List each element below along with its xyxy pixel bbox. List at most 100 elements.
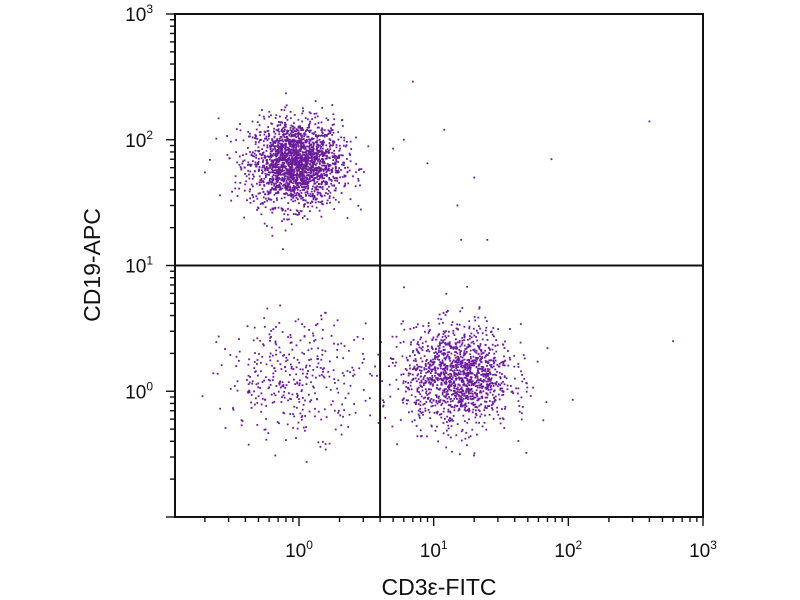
scatter-point bbox=[302, 141, 305, 144]
scatter-point bbox=[329, 360, 331, 363]
scatter-point bbox=[438, 395, 440, 398]
scatter-point bbox=[434, 369, 436, 371]
scatter-point bbox=[493, 362, 495, 365]
scatter-point bbox=[301, 151, 304, 153]
scatter-point bbox=[481, 370, 484, 373]
scatter-point bbox=[482, 390, 485, 393]
scatter-point bbox=[241, 162, 244, 165]
scatter-point bbox=[254, 161, 257, 164]
scatter-point bbox=[316, 162, 318, 165]
scatter-point bbox=[317, 362, 320, 365]
scatter-point bbox=[299, 159, 302, 162]
scatter-point bbox=[296, 191, 299, 194]
scatter-point bbox=[469, 366, 472, 369]
scatter-point bbox=[289, 334, 292, 336]
scatter-point bbox=[460, 395, 462, 398]
scatter-point bbox=[545, 401, 548, 403]
scatter-point bbox=[491, 333, 494, 336]
scatter-point bbox=[504, 406, 507, 408]
scatter-point bbox=[275, 180, 278, 183]
scatter-point bbox=[338, 182, 341, 184]
scatter-point bbox=[435, 394, 438, 397]
scatter-point bbox=[302, 147, 305, 150]
scatter-point bbox=[290, 129, 293, 132]
scatter-point bbox=[440, 318, 442, 321]
scatter-point bbox=[286, 218, 288, 221]
scatter-point bbox=[272, 142, 275, 144]
scatter-point bbox=[298, 382, 301, 385]
scatter-point bbox=[350, 148, 353, 150]
scatter-point bbox=[307, 182, 310, 185]
scatter-point bbox=[463, 352, 465, 354]
scatter-point bbox=[418, 346, 421, 349]
scatter-point bbox=[273, 130, 275, 133]
scatter-point bbox=[454, 372, 457, 375]
scatter-point bbox=[323, 168, 325, 171]
scatter-point bbox=[289, 163, 292, 165]
scatter-point bbox=[307, 145, 310, 148]
scatter-point bbox=[310, 167, 313, 170]
scatter-point bbox=[477, 346, 480, 349]
scatter-point bbox=[469, 345, 472, 348]
scatter-point bbox=[313, 196, 316, 199]
scatter-point bbox=[294, 130, 296, 132]
scatter-point bbox=[502, 364, 504, 366]
scatter-point bbox=[280, 197, 283, 200]
scatter-point bbox=[234, 187, 237, 190]
scatter-point bbox=[307, 178, 309, 181]
scatter-point bbox=[430, 370, 433, 373]
scatter-point bbox=[483, 356, 486, 359]
scatter-point bbox=[484, 368, 487, 370]
scatter-point bbox=[304, 199, 307, 202]
scatter-point bbox=[469, 357, 472, 360]
scatter-point bbox=[505, 377, 508, 380]
scatter-point bbox=[305, 364, 308, 367]
scatter-point bbox=[502, 390, 505, 393]
scatter-point bbox=[441, 393, 444, 396]
scatter-point bbox=[330, 171, 333, 174]
scatter-point bbox=[250, 183, 253, 186]
scatter-point bbox=[278, 145, 280, 148]
scatter-point bbox=[265, 137, 268, 140]
scatter-point bbox=[299, 339, 302, 342]
scatter-point bbox=[271, 161, 274, 164]
scatter-point bbox=[332, 144, 335, 146]
scatter-point bbox=[424, 381, 427, 384]
scatter-point bbox=[283, 174, 286, 176]
scatter-point bbox=[469, 356, 472, 358]
scatter-point bbox=[471, 383, 474, 386]
scatter-point bbox=[468, 381, 471, 384]
scatter-point bbox=[454, 383, 457, 386]
scatter-point bbox=[269, 379, 271, 382]
scatter-point bbox=[282, 140, 285, 143]
scatter-point bbox=[265, 166, 268, 168]
scatter-point bbox=[377, 353, 380, 356]
scatter-point bbox=[467, 338, 469, 341]
scatter-point bbox=[236, 161, 238, 164]
scatter-point bbox=[307, 169, 309, 171]
scatter-point bbox=[347, 426, 350, 428]
scatter-point bbox=[308, 180, 311, 183]
scatter-point bbox=[299, 148, 302, 151]
scatter-point bbox=[320, 318, 323, 321]
scatter-point bbox=[480, 365, 483, 368]
scatter-point bbox=[427, 348, 429, 351]
scatter-point bbox=[321, 141, 324, 144]
scatter-point bbox=[306, 149, 309, 152]
scatter-point bbox=[278, 142, 281, 145]
scatter-point bbox=[476, 339, 479, 342]
scatter-point bbox=[298, 165, 301, 167]
scatter-point bbox=[215, 137, 218, 140]
x-tick-label: 103 bbox=[689, 538, 717, 562]
scatter-point bbox=[273, 145, 276, 148]
scatter-point bbox=[491, 408, 494, 411]
scatter-point bbox=[299, 140, 302, 143]
scatter-point bbox=[546, 347, 549, 350]
scatter-point bbox=[272, 148, 274, 151]
scatter-point bbox=[321, 127, 323, 130]
scatter-point bbox=[279, 186, 282, 188]
scatter-point bbox=[480, 357, 483, 359]
scatter-point bbox=[469, 371, 472, 373]
scatter-point bbox=[239, 129, 242, 132]
scatter-point bbox=[297, 135, 299, 138]
